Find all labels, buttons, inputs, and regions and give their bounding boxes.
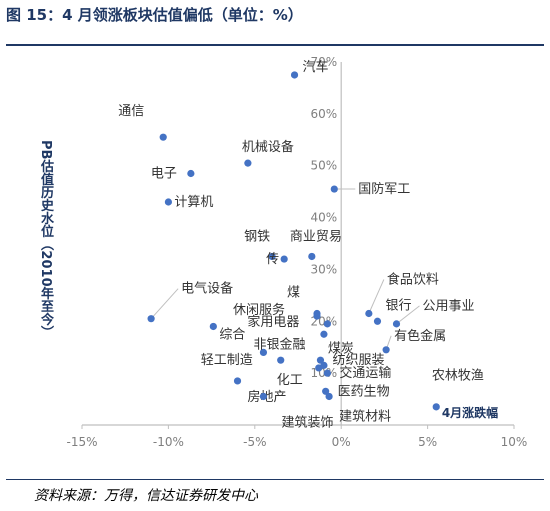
leader-line [150, 288, 179, 320]
data-point [320, 330, 328, 338]
point-label: 房地产 [248, 389, 287, 405]
y-tick-label: 40% [311, 211, 338, 225]
x-tick-label: -5% [243, 435, 266, 449]
x-axis-label: 4月涨跌幅 [442, 405, 498, 420]
x-tick-label: 5% [418, 435, 437, 449]
point-label: 银行 [385, 298, 411, 313]
point-label: 钢铁 [244, 229, 270, 244]
data-point [325, 392, 333, 401]
data-point [259, 392, 268, 401]
point-label: 综合 [219, 327, 245, 342]
point-label: 电子 [151, 166, 177, 181]
point-label: 纺织服装 [332, 353, 384, 368]
point-label: 化工 [277, 373, 303, 388]
point-label: 公用事业 [422, 299, 474, 314]
data-point [313, 312, 321, 320]
point-label: 非银金融 [253, 336, 305, 352]
point-label: 煤炭 [328, 341, 354, 356]
data-point [259, 348, 268, 356]
point-label: 商业贸易 [290, 229, 342, 244]
data-point [209, 322, 217, 331]
point-label: 煤 [287, 286, 300, 301]
x-tick-label: 10% [501, 435, 528, 449]
y-tick-label: 30% [311, 262, 338, 276]
point-label: 医药生物 [338, 384, 390, 399]
data-point [187, 169, 195, 178]
point-label: 计算机 [174, 195, 213, 210]
data-point [323, 320, 331, 328]
data-point [268, 252, 276, 261]
y-axis-label: PB估值历史水位（2010年至今） [38, 140, 53, 339]
leader-line [396, 305, 420, 325]
point-label: 国防军工 [358, 181, 410, 197]
point-label: 休闲服务 [233, 302, 285, 318]
bottom-rule [6, 479, 544, 480]
source-note: 资料来源：万得，信达证券研发中心 [34, 488, 258, 504]
point-label: 汽车 [303, 59, 329, 75]
point-label: 建筑材料 [339, 408, 391, 424]
top-rule [6, 44, 544, 46]
point-label: 轻工制造 [201, 353, 253, 368]
point-label: 机械设备 [242, 139, 294, 155]
point-label: 通信 [118, 104, 144, 119]
data-point [147, 315, 155, 323]
point-label: 传 [266, 252, 279, 267]
data-point [308, 252, 316, 261]
data-point [164, 198, 172, 206]
data-point [280, 255, 288, 263]
point-label: 食品饮料 [387, 272, 439, 288]
figure-title: 图 15：4 月领涨板块估值偏低（单位：%） [6, 6, 303, 24]
y-tick-label: 70% [311, 55, 338, 69]
x-tick-label: 0% [332, 435, 351, 449]
data-point [432, 403, 440, 411]
data-point [315, 364, 323, 372]
leader-line [368, 279, 385, 314]
x-tick-label: -10% [153, 435, 184, 449]
data-point [330, 185, 338, 193]
data-point [316, 356, 325, 364]
data-point [322, 387, 330, 395]
point-label: 农林牧渔 [432, 368, 484, 383]
data-point [159, 133, 167, 141]
data-point [323, 369, 331, 377]
point-label: 建筑装饰 [281, 414, 333, 430]
x-tick-label: -15% [66, 435, 97, 449]
point-label: 交通运输 [339, 365, 391, 381]
data-point [373, 317, 382, 325]
data-point [290, 71, 299, 79]
point-label: 电气设备 [181, 281, 233, 297]
data-point [365, 309, 373, 318]
data-point [233, 377, 242, 385]
point-label: 有色金属 [394, 328, 446, 344]
data-point [277, 356, 285, 364]
y-tick-label: 60% [311, 107, 338, 121]
data-point [382, 346, 390, 354]
data-point [392, 320, 401, 328]
data-point [244, 159, 252, 167]
point-label: 家用电器 [247, 314, 299, 330]
y-tick-label: 50% [311, 159, 338, 173]
